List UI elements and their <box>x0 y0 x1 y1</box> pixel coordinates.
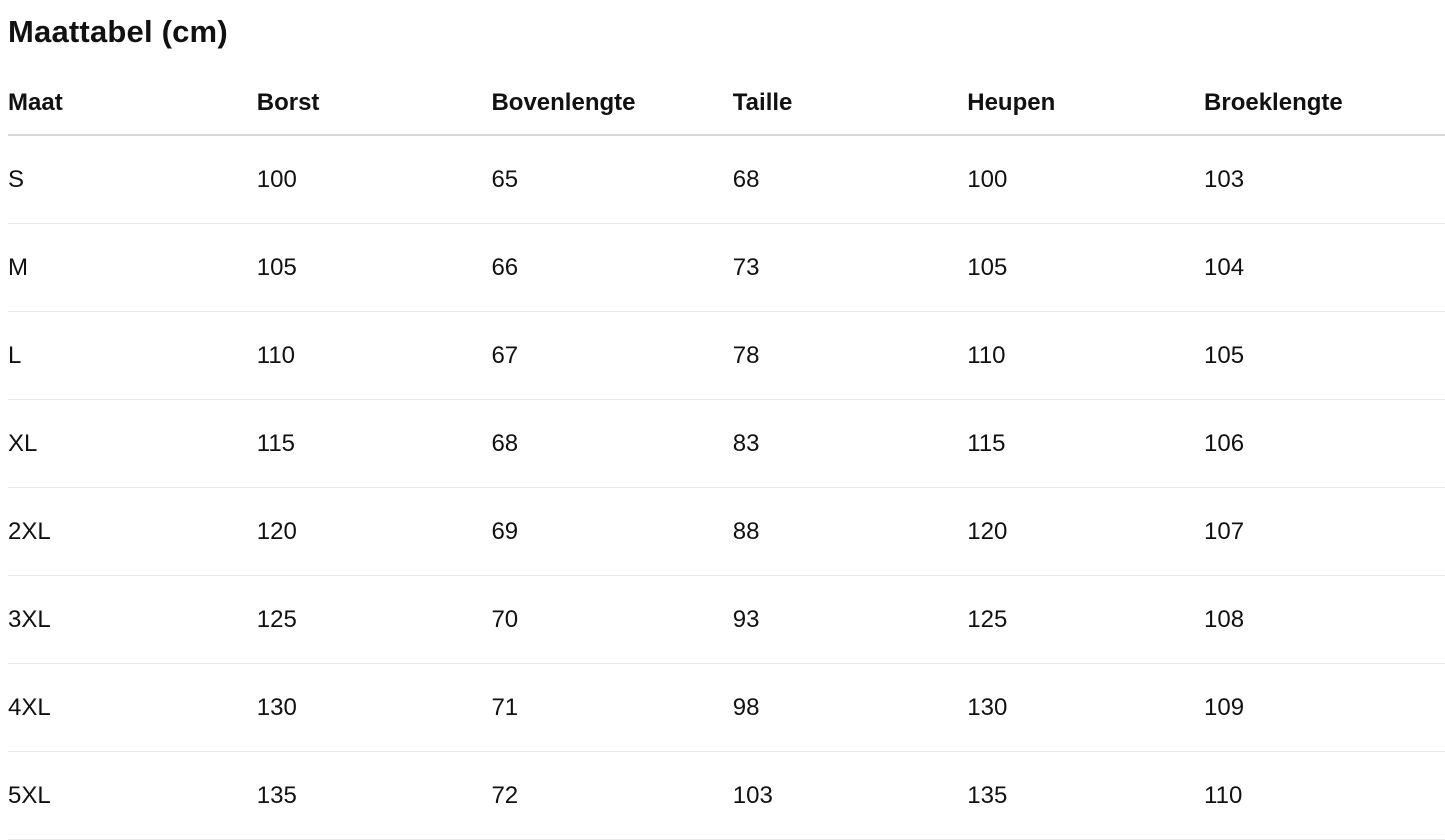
table-cell: 110 <box>967 311 1205 400</box>
table-cell: 120 <box>967 487 1205 576</box>
table-row: L 110 67 78 110 105 <box>8 311 1445 400</box>
table-cell: 83 <box>732 399 968 488</box>
table-cell: 110 <box>256 311 492 400</box>
table-cell: 105 <box>1204 311 1445 400</box>
table-cell: 72 <box>491 751 733 840</box>
table-cell: 125 <box>967 575 1205 664</box>
column-header: Heupen <box>967 70 1205 136</box>
table-cell: 69 <box>491 487 733 576</box>
table-cell: 105 <box>256 223 492 312</box>
table-cell: 103 <box>1204 135 1445 224</box>
column-header: Borst <box>256 70 492 136</box>
table-cell: 3XL <box>8 575 257 664</box>
table-cell: 78 <box>732 311 968 400</box>
table-cell: S <box>8 135 257 224</box>
table-cell: 105 <box>967 223 1205 312</box>
table-cell: 125 <box>256 575 492 664</box>
table-row: 3XL 125 70 93 125 108 <box>8 575 1445 664</box>
table-cell: 109 <box>1204 663 1445 752</box>
size-table: Maat Borst Bovenlengte Taille Heupen Broeklen… <box>8 70 1445 840</box>
table-cell: 67 <box>491 311 733 400</box>
table-cell: 93 <box>732 575 968 664</box>
table-row: S 100 65 68 100 103 <box>8 135 1445 224</box>
table-cell: XL <box>8 399 257 488</box>
table-cell: 120 <box>256 487 492 576</box>
table-cell: 115 <box>256 399 492 488</box>
table-row: XL 115 68 83 115 106 <box>8 399 1445 488</box>
table-row: 2XL 120 69 88 120 107 <box>8 487 1445 576</box>
table-cell: 5XL <box>8 751 257 840</box>
table-cell: 71 <box>491 663 733 752</box>
table-row: 5XL 135 72 103 135 110 <box>8 751 1445 840</box>
table-cell: 130 <box>256 663 492 752</box>
table-cell: 68 <box>491 399 733 488</box>
column-header: Broeklengte <box>1204 70 1445 136</box>
table-header-row: Maat Borst Bovenlengte Taille Heupen Broeklen… <box>8 70 1445 136</box>
table-cell: 66 <box>491 223 733 312</box>
table-cell: 106 <box>1204 399 1445 488</box>
table-cell: 100 <box>967 135 1205 224</box>
table-cell: 115 <box>967 399 1205 488</box>
table-cell: 65 <box>491 135 733 224</box>
table-row: 4XL 130 71 98 130 109 <box>8 663 1445 752</box>
table-cell: 110 <box>1204 751 1445 840</box>
table-cell: 135 <box>256 751 492 840</box>
table-cell: 103 <box>732 751 968 840</box>
table-cell: L <box>8 311 257 400</box>
table-cell: 130 <box>967 663 1205 752</box>
table-cell: 70 <box>491 575 733 664</box>
table-cell: 68 <box>732 135 968 224</box>
column-header: Bovenlengte <box>491 70 733 136</box>
table-cell: 100 <box>256 135 492 224</box>
table-cell: 104 <box>1204 223 1445 312</box>
table-cell: 2XL <box>8 487 257 576</box>
column-header: Taille <box>732 70 968 136</box>
table-cell: 73 <box>732 223 968 312</box>
table-cell: 135 <box>967 751 1205 840</box>
table-row: M 105 66 73 105 104 <box>8 223 1445 312</box>
column-header: Maat <box>8 70 257 136</box>
table-cell: 107 <box>1204 487 1445 576</box>
page-title: Maattabel (cm) <box>8 14 228 49</box>
table-cell: M <box>8 223 257 312</box>
table-cell: 108 <box>1204 575 1445 664</box>
table-cell: 88 <box>732 487 968 576</box>
table-cell: 98 <box>732 663 968 752</box>
table-cell: 4XL <box>8 663 257 752</box>
